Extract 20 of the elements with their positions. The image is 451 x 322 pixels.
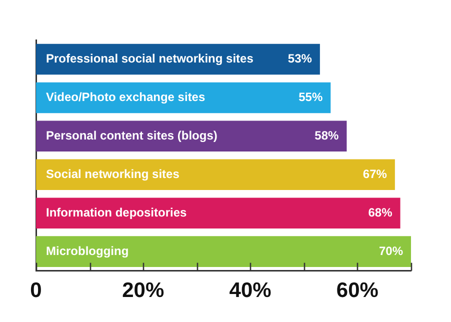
data-label: 70% <box>378 244 404 258</box>
bar <box>36 198 400 228</box>
y-tick-label: Information depositories <box>46 205 188 220</box>
data-label: 58% <box>314 128 340 142</box>
bar <box>36 236 411 267</box>
data-label: 68% <box>368 205 393 220</box>
data-label: 55% <box>298 90 323 104</box>
y-tick-label: Social networking sites <box>46 166 180 181</box>
y-tick-label: Professional social networking sites <box>46 52 254 66</box>
y-tick-label: Microblogging <box>46 244 129 258</box>
x-tick-label: 0 <box>30 279 42 302</box>
y-tick-label: Video/Photo exchange sites <box>46 90 206 104</box>
y-tick-label: Personal content sites (blogs) <box>46 128 218 142</box>
x-tick-label: 40% <box>229 279 272 302</box>
x-tick-label: 60% <box>336 279 379 302</box>
bar <box>36 159 395 190</box>
bar <box>36 82 331 114</box>
data-label: 53% <box>288 52 312 66</box>
x-tick-label: 20% <box>122 279 164 302</box>
data-label: 67% <box>362 166 388 181</box>
